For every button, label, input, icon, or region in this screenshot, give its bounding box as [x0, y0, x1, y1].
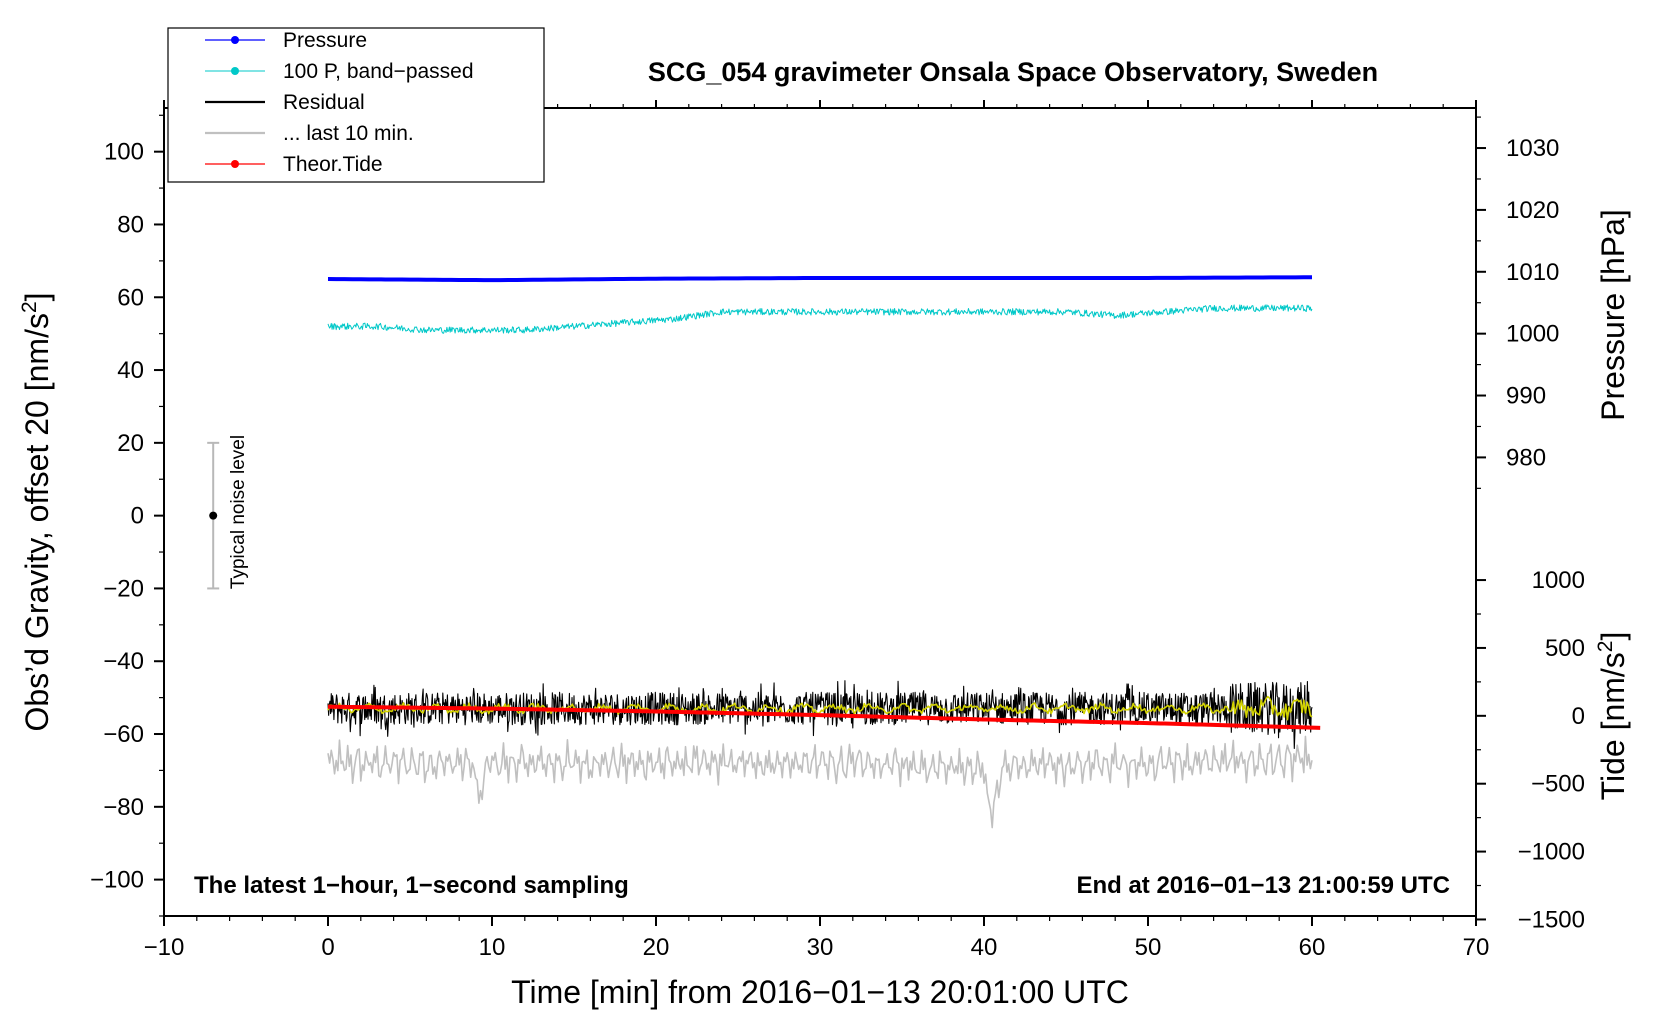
x-tick-label: 0 [321, 934, 334, 961]
y-tick-label: −40 [103, 648, 144, 675]
x-tick-label: 10 [479, 934, 506, 961]
x-tick-label: 60 [1299, 934, 1326, 961]
pressure-line [327, 275, 1313, 283]
noise-level-label: Typical noise level [228, 435, 249, 589]
legend-label: Pressure [283, 29, 367, 52]
legend-marker [231, 67, 239, 75]
y-tick-label: 80 [117, 211, 144, 238]
tide-tick-label: −500 [1531, 771, 1585, 798]
end-time-note: End at 2016−01−13 21:00:59 UTC [1076, 872, 1450, 899]
axis-ticks: −10 0 10 20 30 40 50 60 70100806040200−20−40−60−… [90, 100, 1585, 961]
tide-tick-label: −1000 [1518, 839, 1585, 866]
y-tick-label: 20 [117, 430, 144, 457]
y-tick-label: −80 [103, 794, 144, 821]
theor-tide-line [327, 704, 1321, 730]
y-tick-label: 60 [117, 284, 144, 311]
sampling-note: The latest 1−hour, 1−second sampling [194, 872, 629, 899]
legend-marker [231, 36, 239, 44]
pressure-tick-label: 1000 [1506, 321, 1559, 348]
legend-marker [231, 160, 239, 168]
x-axis-title: Time [min] from 2016−01−13 20:01:00 UTC [511, 974, 1129, 1010]
y-axis-title-tide: Tide [nm/s2] [1594, 632, 1631, 801]
y-axis-title-pressure: Pressure [hPa] [1595, 209, 1631, 421]
pressure-tick-label: 980 [1506, 444, 1546, 471]
y-tick-label: −20 [103, 575, 144, 602]
tide-tick-label: 0 [1572, 703, 1585, 730]
legend-label: 100 P, band−passed [283, 60, 474, 83]
y-axis-title-left: Obs’d Gravity, offset 20 [nm/s2] [18, 292, 55, 731]
x-tick-label: 50 [1135, 934, 1162, 961]
plot-frame [163, 107, 1477, 917]
tide-tick-label: 1000 [1532, 567, 1585, 594]
legend-label: ... last 10 min. [283, 122, 414, 145]
legend-label: Theor.Tide [283, 153, 383, 176]
last-10-min-line [327, 735, 1313, 829]
pressure-tick-label: 1020 [1506, 197, 1559, 224]
x-tick-label: 40 [971, 934, 998, 961]
y-tick-label: 100 [104, 139, 144, 166]
legend: Pressure 100 P, band−passed Residual ... la… [167, 27, 545, 183]
y-tick-label: −60 [103, 721, 144, 748]
band-passed-pressure-line [327, 304, 1313, 334]
y-tick-label: 40 [117, 357, 144, 384]
y-tick-label: −100 [90, 867, 144, 894]
tide-tick-label: −1500 [1518, 906, 1585, 933]
x-tick-label: −10 [144, 934, 185, 961]
y-tick-label: 0 [131, 503, 144, 530]
noise-center-dot [209, 511, 218, 520]
series-layer [207, 275, 1321, 829]
pressure-tick-label: 1010 [1506, 259, 1559, 286]
chart-title: SCG_054 gravimeter Onsala Space Observat… [648, 57, 1378, 87]
pressure-tick-label: 990 [1506, 383, 1546, 410]
residual-line [327, 680, 1313, 750]
pressure-tick-label: 1030 [1506, 135, 1559, 162]
x-tick-label: 30 [807, 934, 834, 961]
smoothed-residual-line [327, 695, 1313, 721]
tide-tick-label: 500 [1545, 635, 1585, 662]
x-tick-label: 20 [643, 934, 670, 961]
x-tick-label: 70 [1463, 934, 1490, 961]
legend-box [167, 27, 545, 183]
legend-label: Residual [283, 91, 365, 114]
